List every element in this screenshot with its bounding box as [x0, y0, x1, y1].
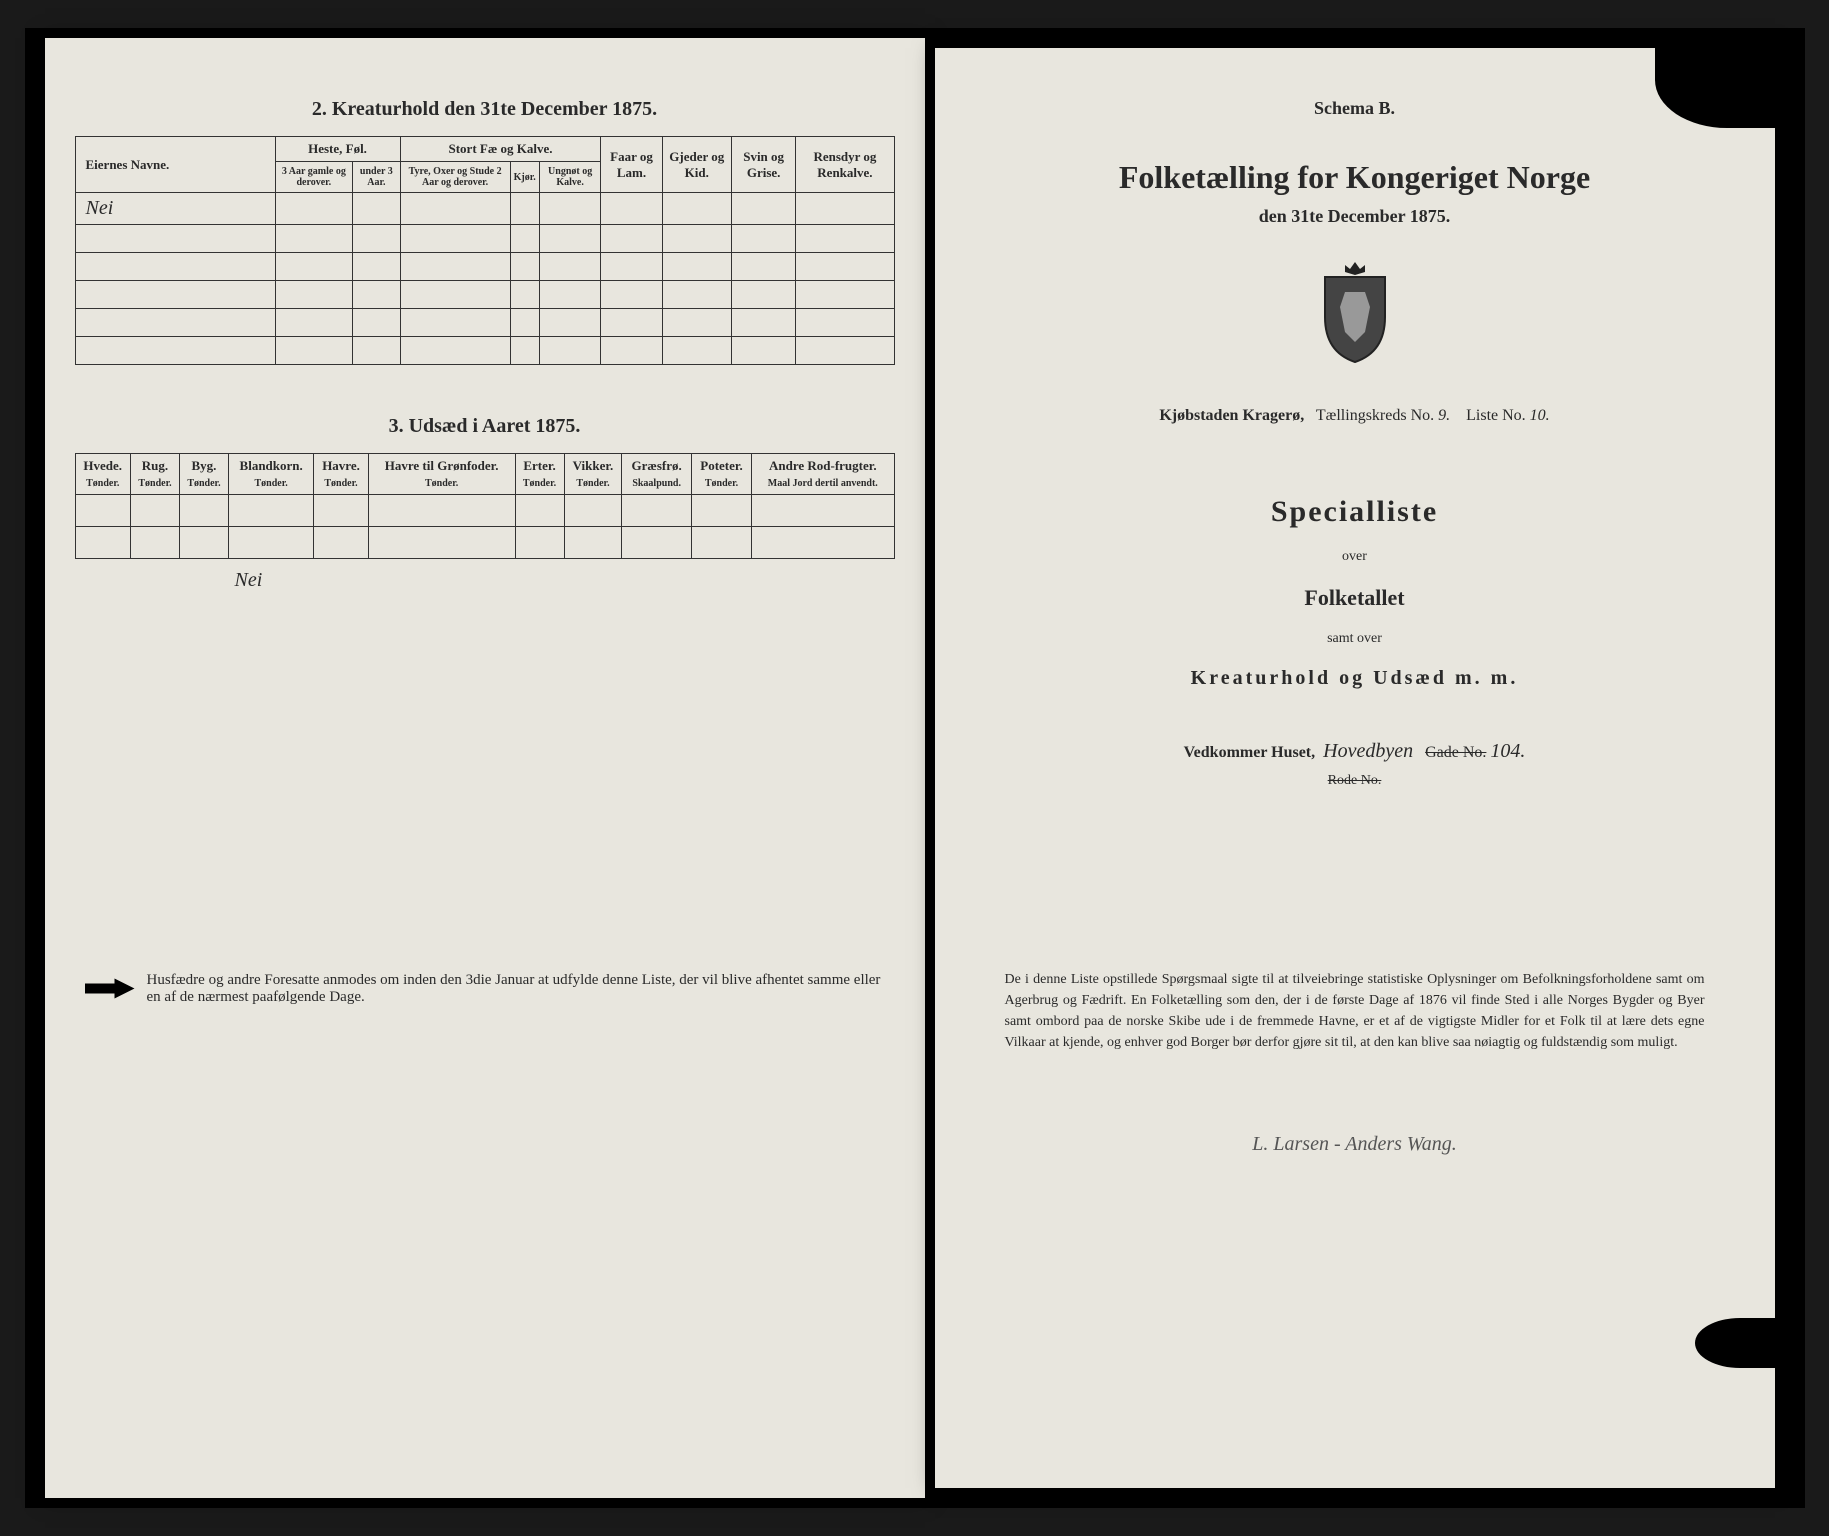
- census-date: den 31te December 1875.: [995, 206, 1715, 227]
- col-pigs: Svin og Grise.: [731, 137, 795, 193]
- kreaturhold-label: Kreaturhold og Udsæd m. m.: [995, 667, 1715, 690]
- schema-label: Schema B.: [995, 98, 1715, 119]
- table-row: [75, 527, 894, 559]
- colgroup-cattle: Stort Fæ og Kalve.: [400, 137, 601, 162]
- col-horses-3plus: 3 Aar gamle og derover.: [275, 162, 353, 193]
- colgroup-horses: Heste, Føl.: [275, 137, 400, 162]
- section2-title: 2. Kreaturhold den 31te December 1875.: [75, 98, 895, 121]
- table-row: [75, 281, 894, 309]
- col-havre: Havre.Tønder.: [314, 454, 368, 495]
- signature: L. Larsen - Anders Wang.: [995, 1133, 1715, 1156]
- col-owner-name: Eiernes Navne.: [75, 137, 275, 193]
- pointer-icon: [85, 976, 135, 1001]
- over-label: over: [995, 549, 1715, 565]
- table-row: [75, 225, 894, 253]
- liste-label: Liste No.: [1466, 407, 1526, 424]
- right-page: Schema B. Folketælling for Kongeriget No…: [935, 48, 1775, 1488]
- town-name: Kjøbstaden Kragerø,: [1159, 407, 1304, 424]
- col-rug: Rug.Tønder.: [131, 454, 180, 495]
- district-info: Kjøbstaden Kragerø, Tællingskreds No. 9.…: [995, 407, 1715, 425]
- footer-note: Husfædre og andre Foresatte anmodes om i…: [75, 972, 895, 1006]
- description-paragraph: De i denne Liste opstillede Spørgsmaal s…: [995, 969, 1715, 1053]
- house-no: 104.: [1490, 740, 1525, 762]
- main-title: Folketælling for Kongeriget Norge: [995, 159, 1715, 196]
- vedk-label: Vedkommer Huset,: [1184, 744, 1316, 761]
- table-row: [75, 337, 894, 365]
- house-name: Hovedbyen: [1323, 740, 1413, 762]
- col-byg: Byg.Tønder.: [179, 454, 228, 495]
- table-row: Nei: [75, 193, 894, 225]
- left-page: 2. Kreaturhold den 31te December 1875. E…: [45, 38, 925, 1498]
- samt-label: samt over: [995, 631, 1715, 647]
- col-calves: Ungnøt og Kalve.: [539, 162, 601, 193]
- col-reindeer: Rensdyr og Renkalve.: [796, 137, 894, 193]
- col-horses-under3: under 3 Aar.: [353, 162, 400, 193]
- coat-of-arms-icon: [1310, 257, 1400, 367]
- table-row: [75, 495, 894, 527]
- house-info: Vedkommer Huset, Hovedbyen Gade No. 104.: [995, 740, 1715, 763]
- col-poteter: Poteter.Tønder.: [691, 454, 751, 495]
- seed-header-row: Hvede.Tønder. Rug.Tønder. Byg.Tønder. Bl…: [75, 454, 894, 495]
- col-havre-gron: Havre til Grønfoder.Tønder.: [368, 454, 515, 495]
- col-graesfro: Græsfrø.Skaalpund.: [622, 454, 692, 495]
- specialliste-title: Specialliste: [995, 495, 1715, 529]
- col-andre-rod: Andre Rod-frugter.Maal Jord dertil anven…: [752, 454, 894, 495]
- col-blandkorn: Blandkorn.Tønder.: [228, 454, 313, 495]
- row-name: Nei: [75, 193, 275, 225]
- seed-note: Nei: [235, 569, 895, 592]
- table-row: [75, 253, 894, 281]
- gade-label: Gade No.: [1425, 744, 1486, 761]
- section3-title: 3. Udsæd i Aaret 1875.: [75, 415, 895, 438]
- livestock-table: Eiernes Navne. Heste, Føl. Stort Fæ og K…: [75, 136, 895, 365]
- table-row: [75, 309, 894, 337]
- scan-container: 2. Kreaturhold den 31te December 1875. E…: [25, 28, 1805, 1508]
- col-hvede: Hvede.Tønder.: [75, 454, 131, 495]
- tk-value: 9.: [1438, 407, 1450, 424]
- col-bulls: Tyre, Oxer og Stude 2 Aar og derover.: [400, 162, 510, 193]
- col-vikker: Vikker.Tønder.: [564, 454, 622, 495]
- inkblot-icon: [1695, 1318, 1785, 1368]
- folketallet-label: Folketallet: [995, 585, 1715, 611]
- col-sheep: Faar og Lam.: [601, 137, 662, 193]
- seed-table: Hvede.Tønder. Rug.Tønder. Byg.Tønder. Bl…: [75, 453, 895, 559]
- rode-label: Rode No.: [995, 773, 1715, 789]
- col-goats: Gjeder og Kid.: [662, 137, 731, 193]
- tk-label: Tællingskreds No.: [1316, 407, 1434, 424]
- col-cows: Kjør.: [510, 162, 539, 193]
- col-erter: Erter.Tønder.: [515, 454, 564, 495]
- liste-value: 10.: [1530, 407, 1550, 424]
- footer-text: Husfædre og andre Foresatte anmodes om i…: [147, 972, 885, 1006]
